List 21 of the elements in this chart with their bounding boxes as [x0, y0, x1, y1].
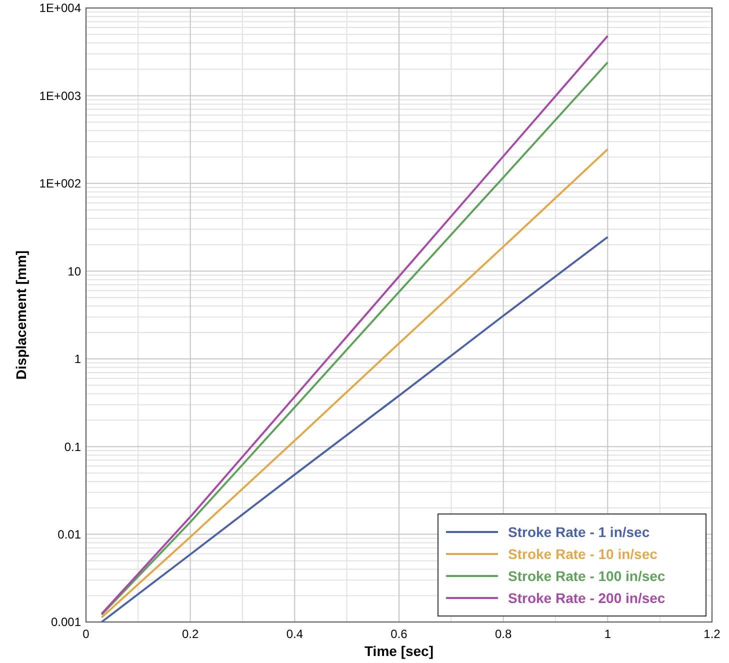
x-tick-label: 1.2: [704, 627, 721, 641]
y-tick-label: 1E+004: [39, 1, 82, 16]
y-tick-label: 0.001: [50, 615, 82, 630]
x-axis-title: Time [sec]: [364, 643, 434, 659]
x-tick-label: 0.8: [494, 627, 512, 641]
y-tick-label: 0.01: [58, 527, 82, 542]
legend-label: Stroke Rate - 10 in/sec: [508, 546, 658, 562]
x-tick-label: 0: [82, 627, 90, 641]
x-tick-label: 1: [604, 627, 612, 641]
y-tick-label: 1E+002: [39, 176, 82, 191]
legend-label: Stroke Rate - 100 in/sec: [508, 568, 666, 584]
y-tick-label: 1: [74, 352, 82, 366]
x-tick-label: 0.4: [286, 627, 304, 641]
y-tick-label: 0.1: [64, 440, 82, 454]
legend-label: Stroke Rate - 1 in/sec: [508, 524, 650, 540]
x-tick-label: 0.6: [390, 627, 408, 641]
y-tick-label: 1E+003: [39, 88, 82, 103]
y-tick-label: 10: [68, 264, 82, 278]
legend-label: Stroke Rate - 200 in/sec: [508, 590, 666, 606]
x-tick-label: 0.2: [182, 627, 199, 641]
y-axis-title: Displacement [mm]: [13, 250, 29, 380]
